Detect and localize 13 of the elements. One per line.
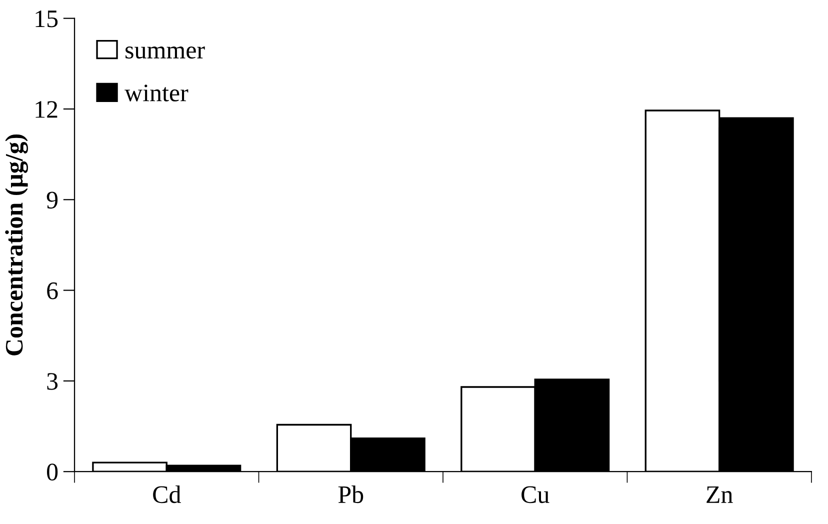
x-tick-label: Zn — [706, 486, 733, 503]
legend-label: winter — [124, 84, 188, 102]
y-tick-label: 15 — [36, 10, 58, 28]
y-axis-title: Concentration (μg/g) — [5, 134, 28, 356]
x-tick-label: Cd — [153, 485, 181, 504]
y-tick-label: 3 — [47, 373, 58, 390]
y-tick-label: 0 — [47, 464, 58, 481]
y-tick-label: 6 — [47, 282, 58, 300]
y-tick-label: 9 — [46, 192, 58, 209]
x-tick-label: Cu — [522, 486, 550, 504]
x-tick-label: Pb — [338, 485, 364, 504]
legend-label: summer — [126, 46, 205, 59]
y-tick-label: 12 — [36, 101, 58, 118]
